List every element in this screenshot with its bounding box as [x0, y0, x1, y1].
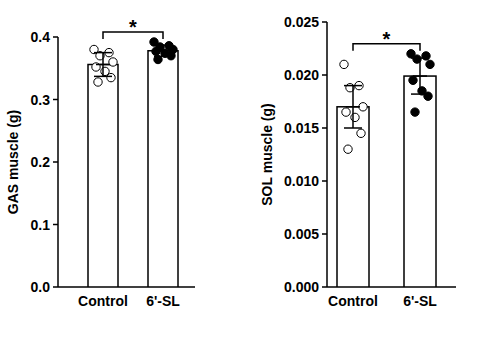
- significance-label: *: [129, 16, 137, 38]
- point: [340, 60, 348, 68]
- point: [109, 58, 117, 66]
- error-cap: [154, 44, 172, 46]
- y-tick: [322, 286, 327, 288]
- y-tick-label: 0.1: [31, 217, 51, 233]
- point: [351, 113, 359, 121]
- bar: [148, 51, 178, 287]
- x-tick-label: 6'-SL: [146, 293, 180, 309]
- x-tick-label: 6'-SL: [403, 293, 437, 309]
- y-tick-label: 0.3: [31, 92, 51, 108]
- y-axis-label: GAS muscle (g): [5, 110, 21, 214]
- y-tick: [53, 161, 58, 163]
- y-axis: [326, 22, 328, 287]
- error-cap: [154, 56, 172, 58]
- error-cap: [411, 93, 429, 95]
- y-tick: [322, 127, 327, 129]
- point: [94, 78, 102, 86]
- point: [426, 60, 434, 68]
- bar: [337, 107, 369, 287]
- y-tick-label: 0.010: [284, 173, 319, 189]
- y-tick: [53, 286, 58, 288]
- bar: [88, 65, 118, 288]
- error-cap: [94, 76, 112, 78]
- chart: 0.0 0.1 0.2 0.3 0.4 GAS muscle (g) Control 6'-S…: [5, 16, 195, 309]
- error-bar: [154, 45, 172, 56]
- y-tick: [53, 36, 58, 38]
- error-cap: [411, 57, 429, 59]
- x-tick-label: Control: [328, 293, 378, 309]
- figure: 0.0 0.1 0.2 0.3 0.4 GAS muscle (g) Control 6'-S…: [0, 0, 490, 343]
- mean-line: [413, 75, 427, 77]
- error-cap: [344, 127, 362, 129]
- y-tick-label: 0.025: [284, 14, 319, 30]
- point: [422, 52, 430, 60]
- y-tick-label: 0.005: [284, 226, 319, 242]
- y-tick: [53, 224, 58, 226]
- y-tick-label: 0.015: [284, 120, 319, 136]
- y-tick-label: 0.0: [31, 279, 51, 295]
- error-bar: [411, 58, 429, 94]
- point: [409, 76, 417, 84]
- point: [107, 73, 115, 81]
- error-bar: [94, 53, 112, 77]
- y-tick-label: 0.020: [284, 67, 319, 83]
- chart: 0.000 0.005 0.010 0.015 0.020 0.025 SOL muscle…: [259, 14, 456, 309]
- y-tick: [322, 233, 327, 235]
- point: [357, 129, 365, 137]
- point: [342, 108, 350, 116]
- y-tick: [53, 99, 58, 101]
- y-tick: [322, 21, 327, 23]
- error-cap: [94, 52, 112, 54]
- error-bar: [344, 86, 362, 128]
- point: [359, 103, 367, 111]
- y-axis-label: SOL muscle (g): [259, 103, 275, 205]
- marks: [88, 38, 178, 287]
- marks: [337, 50, 436, 287]
- mean-line: [96, 64, 110, 66]
- y-tick: [322, 74, 327, 76]
- mean-line: [156, 50, 170, 52]
- y-tick: [322, 180, 327, 182]
- y-tick-label: 0.4: [31, 29, 51, 45]
- mean-line: [346, 106, 360, 108]
- y-tick-label: 0.2: [31, 154, 51, 170]
- point: [411, 108, 419, 116]
- x-tick-label: Control: [78, 293, 128, 309]
- point: [344, 145, 352, 153]
- error-cap: [344, 85, 362, 87]
- point: [424, 92, 432, 100]
- bar: [404, 76, 436, 287]
- y-tick-label: 0.000: [284, 279, 319, 295]
- significance-label: *: [383, 28, 391, 50]
